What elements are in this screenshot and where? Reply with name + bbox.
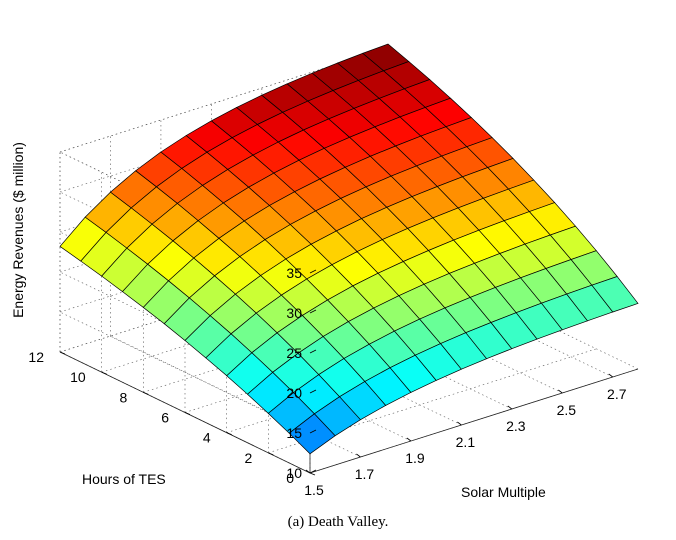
box-edge bbox=[59, 47, 389, 153]
surface-patch bbox=[591, 276, 639, 313]
y-tick-label: 4 bbox=[203, 430, 211, 446]
y-tick-label: 2 bbox=[245, 450, 253, 466]
z-tick-mark bbox=[309, 349, 317, 354]
floor-grid-line bbox=[312, 271, 563, 394]
z-tick-mark bbox=[309, 429, 317, 434]
z-tick-label: 10 bbox=[286, 465, 302, 481]
x-tick-mark bbox=[507, 405, 513, 410]
x-axis-label: Solar Multiple bbox=[461, 484, 546, 500]
floor-grid-line bbox=[160, 319, 412, 442]
axis-ticks: 10 15 20 25 30 35 0 2 4 6 8 10 12 1.5 1.7 1.9 2.1 2.3 2.5 2… bbox=[28, 265, 626, 498]
x-tick-label: 1.9 bbox=[405, 450, 425, 466]
x-tick-mark bbox=[457, 421, 462, 426]
x-tick-mark bbox=[406, 437, 412, 442]
z-tick-label: 25 bbox=[286, 345, 302, 361]
x-tick-label: 2.3 bbox=[506, 418, 526, 434]
x-tick-mark bbox=[305, 469, 311, 474]
y-tick-mark bbox=[184, 412, 191, 415]
x-tick-mark bbox=[356, 453, 361, 458]
x-tick-label: 1.7 bbox=[355, 466, 375, 482]
y-tick-mark bbox=[101, 371, 107, 375]
y-tick-mark bbox=[268, 452, 274, 456]
z-tick-mark bbox=[309, 309, 317, 314]
floor-grid-line bbox=[268, 348, 597, 454]
x-tick-mark bbox=[558, 389, 563, 394]
box-edge bbox=[387, 247, 639, 370]
y-tick-label: 0 bbox=[286, 470, 294, 486]
floor-grid-line bbox=[362, 255, 613, 378]
x-tick-label: 1.5 bbox=[304, 482, 324, 498]
z-tick-label: 15 bbox=[286, 425, 302, 441]
z-axis-label: Energy Revenues ($ million) bbox=[10, 142, 26, 318]
y-axis-label: Hours of TES bbox=[82, 471, 166, 487]
figure-caption: (a) Death Valley. bbox=[288, 514, 389, 530]
y-tick-label: 12 bbox=[28, 349, 44, 365]
z-tick-mark bbox=[309, 389, 317, 394]
y-tick-label: 6 bbox=[161, 410, 169, 426]
z-tick-label: 30 bbox=[286, 305, 302, 321]
y-tick-mark bbox=[143, 391, 149, 395]
x-tick-mark bbox=[608, 373, 614, 378]
y-tick-label: 10 bbox=[70, 369, 86, 385]
y-tick-mark bbox=[226, 432, 232, 436]
z-tick-label: 20 bbox=[286, 385, 302, 401]
z-tick-mark bbox=[309, 269, 317, 274]
x-tick-label: 2.1 bbox=[456, 434, 476, 450]
y-tick-label: 8 bbox=[120, 389, 128, 405]
x-tick-label: 2.7 bbox=[607, 386, 627, 402]
y-tick-mark bbox=[59, 351, 66, 355]
y-tick-mark bbox=[309, 472, 316, 476]
z-tick-label: 35 bbox=[286, 265, 302, 281]
surface-mesh bbox=[59, 43, 639, 455]
z-tick-mark bbox=[309, 469, 317, 474]
x-tick-label: 2.5 bbox=[557, 402, 577, 418]
x-axis-line bbox=[309, 368, 639, 474]
